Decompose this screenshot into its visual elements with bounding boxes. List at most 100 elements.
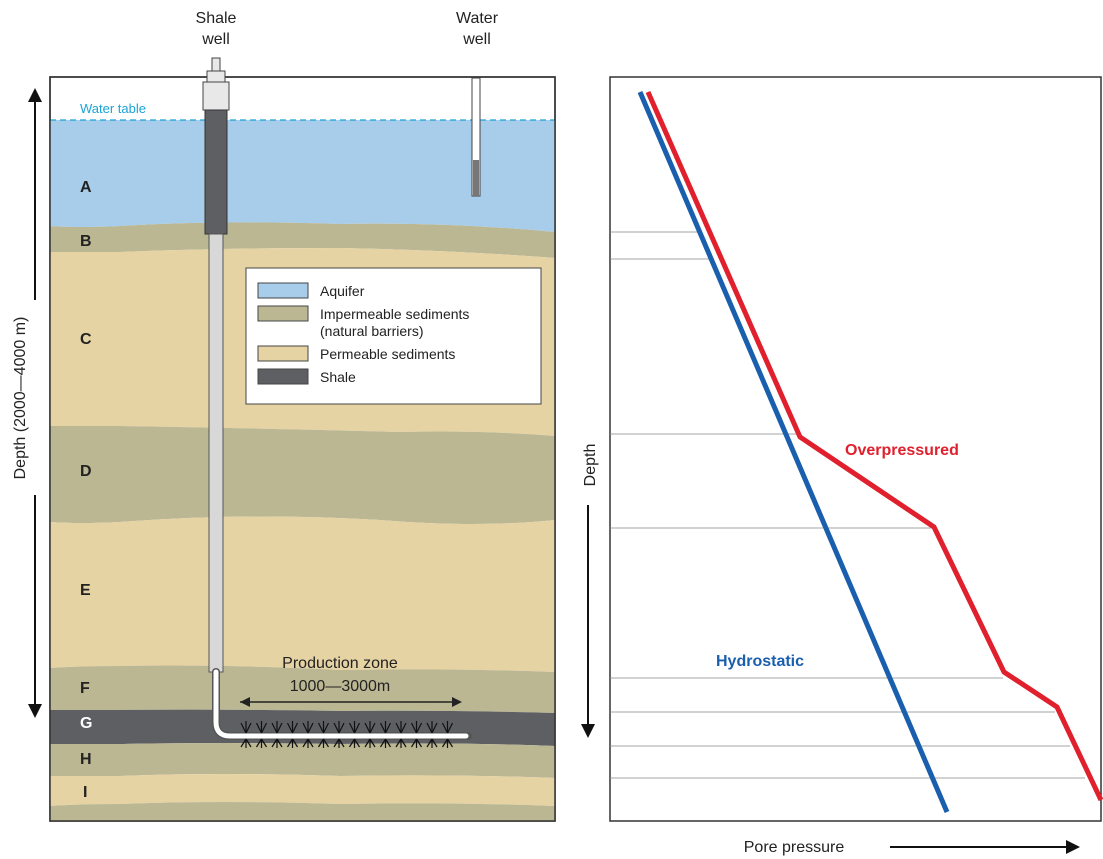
chart-y-axis: Depth: [581, 444, 599, 738]
cross-section: Water table A B C D E F G H I: [12, 10, 556, 822]
fracture-line: [240, 722, 247, 734]
legend-swatch-shale: [257, 368, 309, 385]
fracture-line: [410, 738, 418, 748]
fracture-line: [364, 738, 371, 748]
fracture-mark: [426, 721, 438, 748]
fracture-line: [415, 738, 423, 748]
fracture-line: [307, 722, 314, 734]
layer-impermeable-bottom: [50, 802, 555, 821]
fracture-line: [446, 722, 454, 734]
fracture-line: [384, 738, 392, 748]
fracture-marks: [240, 721, 454, 748]
fracture-mark: [286, 721, 299, 748]
hydrostatic-line: [637, 91, 950, 813]
fracture-line: [441, 722, 449, 734]
layer-boundary-lines: [610, 231, 1085, 779]
chart-frame: [609, 76, 1102, 822]
layer-permeable-e: [50, 516, 555, 672]
legend-swatch-permeable: [257, 345, 309, 362]
fracture-line: [353, 738, 361, 748]
legend-label-shale: Shale: [320, 369, 356, 385]
fracture-mark: [364, 721, 376, 748]
fracture-line: [322, 722, 330, 734]
fracture-line: [333, 738, 340, 748]
water-well-screen: [473, 160, 479, 196]
fracture-line: [245, 722, 252, 734]
fracture-line: [353, 722, 361, 734]
chart-y-axis-label: Depth: [582, 444, 599, 487]
production-zone-arrowhead-right: [452, 697, 462, 707]
fracture-mark: [410, 721, 423, 748]
chart-x-axis-label: Pore pressure: [744, 839, 845, 856]
depth-axis-label-bg: [26, 300, 44, 495]
layer-letter-e: E: [80, 582, 91, 599]
fracture-line: [395, 722, 402, 734]
layer-permeable-i: [50, 774, 555, 806]
fracture-line: [276, 738, 283, 748]
fracture-line: [271, 738, 278, 748]
chart-x-axis-arrowhead: [1066, 840, 1080, 854]
fracture-line: [302, 738, 309, 748]
fracture-line: [276, 722, 283, 734]
fracture-line: [317, 738, 325, 748]
fracture-line: [395, 738, 402, 748]
production-zone-range: 1000—3000m: [290, 678, 391, 695]
fracture-line: [307, 738, 314, 748]
legend: Aquifer Impermeable sediments (natural b…: [245, 267, 542, 405]
production-zone-title: Production zone: [282, 655, 398, 672]
legend-swatch-impermeable: [257, 305, 309, 322]
layer-letter-g: G: [80, 715, 92, 732]
fracture-mark: [441, 721, 454, 748]
layer-letter-d: D: [80, 463, 92, 480]
fracture-line: [260, 722, 268, 734]
wellhead-flange: [202, 81, 230, 111]
overpressured-label: Overpressured: [845, 442, 959, 459]
fracture-line: [400, 738, 407, 748]
wellhead-valve: [206, 70, 226, 84]
layer-letters: A B C D E F G H I: [80, 179, 92, 801]
layer-letter-i: I: [83, 784, 87, 801]
fracture-line: [255, 738, 263, 748]
fracture-line: [271, 722, 278, 734]
production-zone: Production zone 1000—3000m: [240, 655, 462, 707]
chart-y-axis-arrowhead: [581, 724, 595, 738]
shale-well-label-line2: well: [201, 31, 230, 48]
fracture-line: [426, 722, 433, 734]
layer-impermeable-d: [50, 426, 555, 524]
layer-letter-a: A: [80, 179, 92, 196]
surface-casing: [204, 109, 228, 235]
fracture-line: [302, 722, 309, 734]
fracture-mark: [271, 721, 283, 748]
fracture-line: [348, 738, 356, 748]
fracture-line: [379, 738, 387, 748]
legend-label-aquifer: Aquifer: [320, 283, 365, 299]
layer-shale-g: [50, 709, 555, 746]
layer-impermeable-f: [50, 665, 555, 713]
fracture-line: [446, 738, 454, 748]
fracture-line: [400, 722, 407, 734]
layer-letter-h: H: [80, 751, 92, 768]
fracture-line: [317, 722, 325, 734]
fracture-line: [426, 738, 433, 748]
fracture-line: [431, 722, 438, 734]
horizontal-lateral: [213, 669, 469, 739]
fracture-line: [338, 722, 345, 734]
fracture-line: [384, 722, 392, 734]
fracture-line: [322, 738, 330, 748]
fracture-line: [410, 722, 418, 734]
cross-section-border: [49, 76, 556, 822]
fracture-mark: [395, 721, 407, 748]
fracture-line: [291, 738, 299, 748]
layer-impermeable-b: [50, 222, 555, 258]
fracture-mark: [333, 721, 345, 748]
pressure-chart: Overpressured Hydrostatic Depth Pore pre…: [581, 76, 1103, 856]
production-zone-arrowhead-left: [240, 697, 250, 707]
fracture-line: [431, 738, 438, 748]
layer-letter-f: F: [80, 680, 90, 697]
wellhead-top: [211, 57, 221, 73]
fracture-line: [286, 738, 294, 748]
fracture-line: [260, 738, 268, 748]
water-well-label-line2: well: [462, 31, 491, 48]
water-well-label-line1: Water: [456, 10, 499, 27]
fracture-mark: [240, 721, 252, 748]
